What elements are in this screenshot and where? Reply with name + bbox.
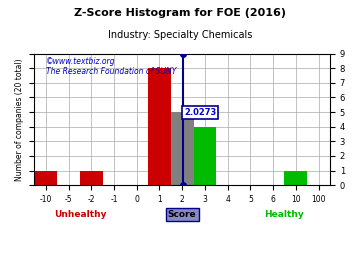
Bar: [148, 68, 171, 185]
Bar: [171, 112, 194, 185]
Text: Z-Score Histogram for FOE (2016): Z-Score Histogram for FOE (2016): [74, 8, 286, 18]
Text: ©www.textbiz.org: ©www.textbiz.org: [46, 57, 115, 66]
Bar: [194, 127, 216, 185]
Text: Score: Score: [168, 210, 197, 219]
Bar: [80, 171, 103, 185]
Bar: [284, 171, 307, 185]
Text: Healthy: Healthy: [265, 210, 304, 219]
Text: 2.0273: 2.0273: [184, 108, 216, 117]
Text: Unhealthy: Unhealthy: [54, 210, 106, 219]
Bar: [35, 171, 57, 185]
Text: The Research Foundation of SUNY: The Research Foundation of SUNY: [46, 67, 176, 76]
Y-axis label: Number of companies (20 total): Number of companies (20 total): [15, 58, 24, 181]
Text: Industry: Specialty Chemicals: Industry: Specialty Chemicals: [108, 30, 252, 40]
